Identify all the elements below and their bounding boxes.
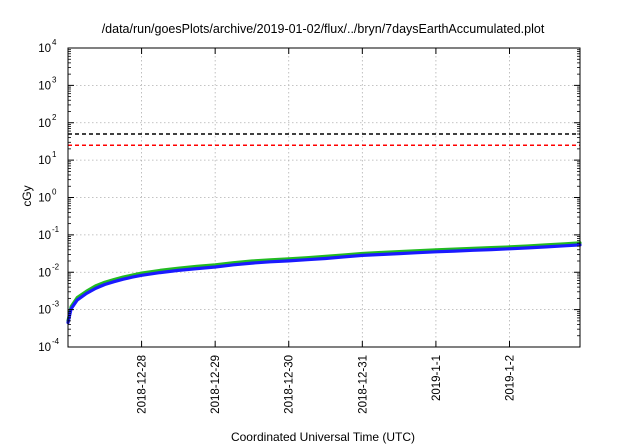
y-tick-label-exponent: -2 [52,262,60,271]
series-line [66,243,582,325]
x-axis-label: Coordinated Universal Time (UTC) [231,430,415,444]
x-tick-label: 2018-12-29 [210,355,222,414]
y-tick-label-exponent: -3 [52,300,60,309]
grid-lines [68,48,580,347]
y-axis-label: cGy [20,185,34,206]
x-tick-label: 2018-12-28 [137,355,149,414]
y-tick-label-base: 10 [38,155,51,167]
x-axis-ticks: 2018-12-28 2018-12-29 2018-12-30 2018-12-31… [137,48,516,414]
y-tick-label-base: 10 [38,80,51,92]
y-tick-label-base: 10 [38,193,51,205]
y-tick-label-base: 10 [38,267,51,279]
y-tick-label-exponent: 1 [52,150,57,159]
y-tick-label-base: 10 [38,43,51,55]
y-tick-label-base: 10 [38,305,51,317]
y-tick-label-base: 10 [38,342,51,354]
y-tick-label-base: 10 [38,230,51,242]
series-line [66,241,582,323]
x-tick-label: 2019-1-1 [431,355,443,401]
x-tick-label: 2018-12-31 [357,355,369,414]
x-tick-label: 2019-1-2 [504,355,516,401]
y-tick-label-exponent: 0 [52,188,57,197]
y-tick-label-exponent: 3 [52,75,57,84]
y-tick-label-exponent: -4 [52,337,60,346]
y-tick-label-exponent: -1 [52,225,60,234]
chart-title: /data/run/goesPlots/archive/2019-01-02/f… [102,22,545,36]
y-tick-label-exponent: 4 [52,38,57,47]
series-lines [66,241,582,325]
y-tick-label-base: 10 [38,118,51,130]
y-tick-label-exponent: 2 [52,113,57,122]
reference-lines [68,133,580,147]
x-tick-label: 2018-12-30 [284,355,296,414]
